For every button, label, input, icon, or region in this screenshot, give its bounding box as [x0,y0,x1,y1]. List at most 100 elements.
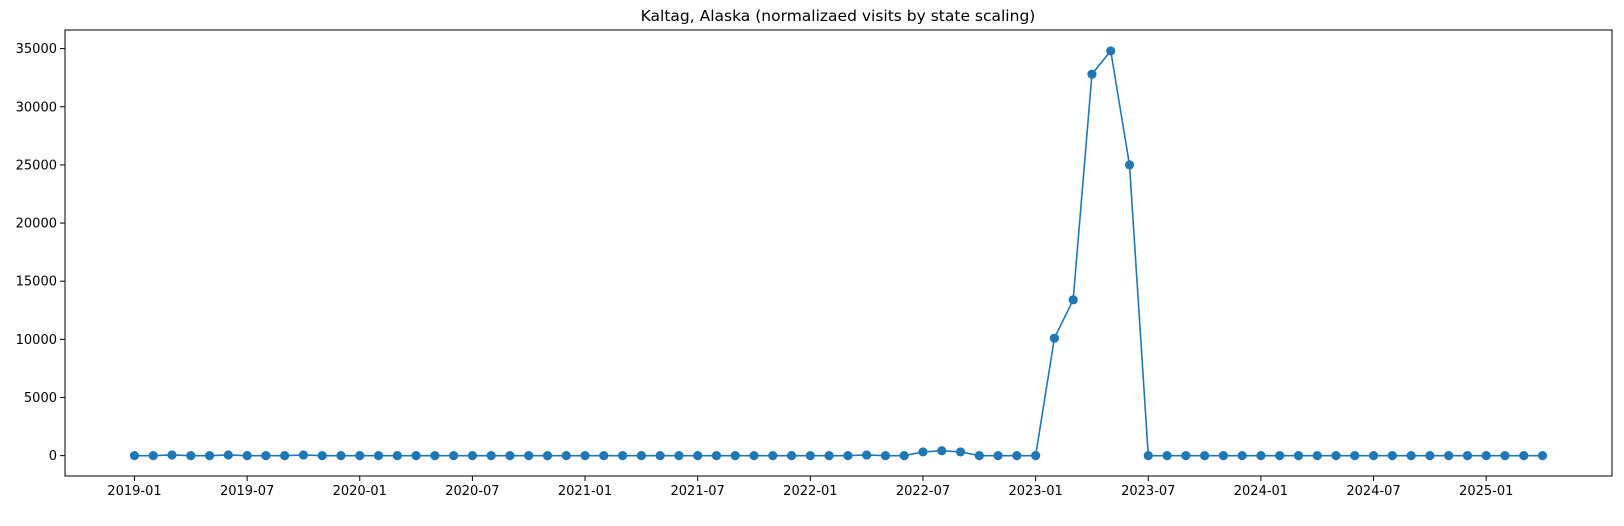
data-point [298,450,309,460]
data-point [1368,451,1379,461]
data-point [993,451,1003,461]
data-point [1275,451,1285,461]
data-point [1143,451,1153,461]
data-point [524,451,534,461]
y-tick-label: 10000 [16,333,57,348]
x-tick-label: 2022-07 [896,484,950,499]
x-tick-label: 2021-07 [671,484,725,499]
data-point [1068,295,1078,305]
data-point [1162,451,1172,461]
data-point [1462,451,1473,461]
data-point [1312,451,1322,461]
data-point [129,451,140,461]
y-tick-label: 25000 [16,158,57,173]
data-point [223,450,233,460]
x-tick-label: 2020-07 [445,484,499,499]
data-point [373,451,384,461]
data-point [561,451,571,461]
chart-title: Kaltag, Alaska (normalizaed visits by st… [641,7,1036,25]
x-tick-label: 2024-07 [1346,484,1400,499]
data-point [937,446,947,456]
series-layer [129,46,1548,461]
data-point [674,451,684,461]
data-point [186,451,196,461]
y-tick-label: 35000 [16,42,57,57]
data-point [655,451,665,461]
data-point [392,451,402,461]
data-point [167,450,177,460]
data-point [542,451,553,461]
data-point [317,451,327,461]
data-point [1500,451,1510,461]
y-tick-label: 15000 [16,275,57,290]
data-point [693,451,703,461]
data-point [918,447,928,457]
data-point [1444,451,1454,461]
data-point [1481,451,1491,461]
data-point [336,451,346,461]
data-point [242,451,252,461]
data-point [730,451,740,461]
data-point [1425,451,1435,461]
x-tick-label: 2020-01 [333,484,387,499]
data-point [1519,451,1529,461]
data-point [1031,451,1041,461]
data-point [467,451,477,461]
data-point [449,451,459,461]
data-point [974,451,984,461]
plot-frame [64,29,1613,477]
data-point [955,447,966,457]
y-tick-label: 30000 [16,100,57,115]
x-tick-label: 2019-01 [107,484,161,499]
x-tick-label: 2022-01 [783,484,837,499]
data-point [880,451,891,461]
data-point [599,451,609,461]
y-axis: 0 5000 10000 15000 20000 25000 30000 35000 [16,42,65,464]
data-point [261,451,271,461]
data-point [148,451,158,461]
data-point [1237,451,1247,461]
data-point [1256,451,1266,461]
data-point [899,451,909,461]
data-point [786,451,797,461]
data-point [1124,160,1135,170]
data-point [1106,46,1116,56]
data-point [1406,451,1416,461]
data-point [1049,333,1059,343]
x-axis: 2019-01 2019-07 2020-01 2020-07 2021-01 2021-… [107,476,1513,499]
x-tick-label: 2021-01 [558,484,612,499]
data-point [355,451,365,461]
data-point [1087,69,1097,79]
data-point [580,451,590,461]
series-line [134,50,1543,457]
data-point [636,451,646,461]
data-point [1537,451,1548,461]
y-tick-label: 20000 [16,217,57,232]
data-point [805,451,815,461]
x-tick-label: 2019-07 [220,484,274,499]
data-point [749,451,759,461]
data-point [824,451,834,461]
x-tick-label: 2023-01 [1008,484,1062,499]
data-point [618,451,628,461]
data-point [280,451,290,461]
data-point [1350,451,1360,461]
y-tick-label: 5000 [24,391,57,406]
data-point [1200,451,1210,461]
data-point [1293,451,1304,461]
data-point [711,451,722,461]
x-tick-label: 2025-01 [1459,484,1513,499]
data-point [1218,451,1228,461]
data-point [411,451,421,461]
x-tick-label: 2024-01 [1234,484,1288,499]
data-point [1387,451,1397,461]
data-point [768,451,778,461]
x-tick-label: 2023-07 [1121,484,1175,499]
data-point [204,451,215,461]
y-tick-label: 0 [49,449,57,464]
data-point [1012,451,1022,461]
data-point [430,451,440,461]
data-point [862,450,872,460]
